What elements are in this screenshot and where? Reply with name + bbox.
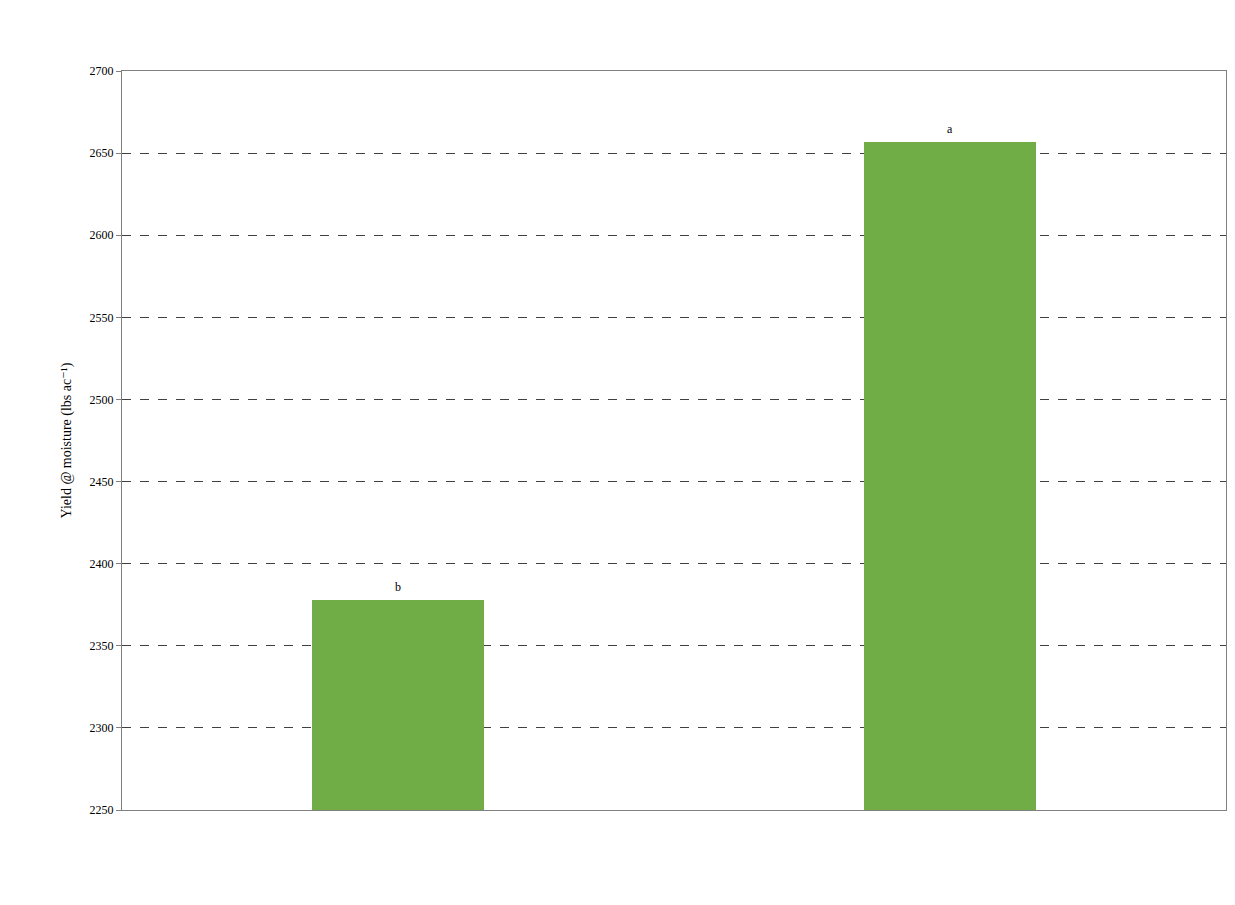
svg-text:2650: 2650 [90, 146, 114, 160]
svg-text:2450: 2450 [90, 475, 114, 489]
svg-text:2400: 2400 [90, 557, 114, 571]
svg-text:2500: 2500 [90, 393, 114, 407]
svg-text:2250: 2250 [90, 803, 114, 817]
svg-text:b: b [395, 580, 401, 594]
svg-text:Yield @ moisture (lbs ac⁻¹): Yield @ moisture (lbs ac⁻¹) [59, 362, 75, 518]
svg-text:2350: 2350 [90, 639, 114, 653]
svg-text:2600: 2600 [90, 228, 114, 242]
svg-text:2700: 2700 [90, 64, 114, 78]
svg-text:2300: 2300 [90, 721, 114, 735]
svg-text:a: a [947, 122, 953, 136]
svg-text:2550: 2550 [90, 311, 114, 325]
